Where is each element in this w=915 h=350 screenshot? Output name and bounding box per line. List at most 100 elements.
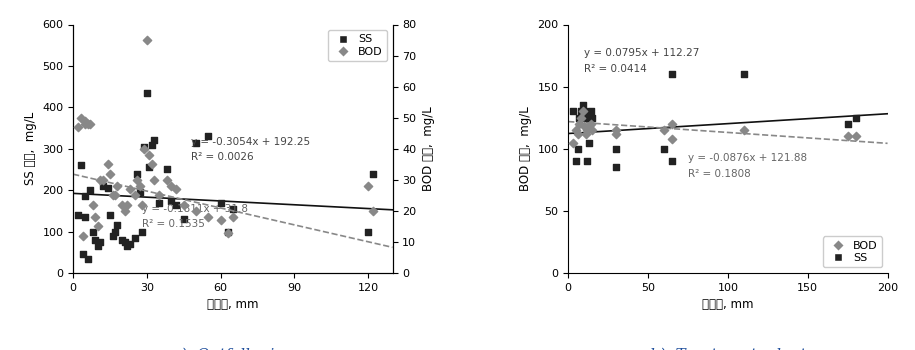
- Point: [102, 171, 117, 176]
- Point: [580, 158, 595, 164]
- Point: [570, 146, 585, 152]
- Point: [91, 243, 105, 249]
- Point: [664, 158, 679, 164]
- Point: [664, 136, 679, 142]
- Point: [569, 127, 584, 133]
- Point: [120, 202, 135, 208]
- Point: [152, 200, 167, 205]
- Point: [152, 193, 167, 198]
- X-axis label: 강우량, mm: 강우량, mm: [702, 298, 754, 311]
- Point: [140, 37, 155, 43]
- Point: [137, 144, 152, 149]
- Point: [137, 146, 152, 152]
- Point: [81, 121, 95, 127]
- Point: [580, 127, 595, 133]
- Point: [78, 214, 92, 220]
- Point: [608, 146, 623, 152]
- Text: y = -0.3054x + 192.25: y = -0.3054x + 192.25: [191, 136, 310, 147]
- Point: [110, 223, 124, 228]
- Point: [70, 212, 85, 218]
- Point: [664, 71, 679, 77]
- Point: [572, 121, 587, 127]
- Point: [657, 127, 672, 133]
- Point: [164, 198, 178, 203]
- Point: [135, 202, 149, 208]
- Point: [221, 230, 235, 236]
- Text: R² = 0.1535: R² = 0.1535: [142, 219, 205, 230]
- Point: [115, 237, 130, 243]
- Point: [130, 177, 145, 183]
- Point: [572, 115, 587, 120]
- Point: [177, 216, 191, 222]
- Point: [145, 161, 159, 167]
- Y-axis label: BOD 농도,  mg/L: BOD 농도, mg/L: [422, 106, 435, 191]
- Point: [361, 183, 375, 189]
- Point: [565, 109, 580, 114]
- Point: [120, 243, 135, 249]
- Text: R² = 0.0414: R² = 0.0414: [584, 64, 647, 74]
- Point: [583, 109, 597, 114]
- Point: [105, 193, 120, 198]
- Point: [81, 256, 95, 261]
- Text: a)  Outfall  pipe: a) Outfall pipe: [172, 348, 294, 350]
- Point: [213, 217, 228, 223]
- Point: [140, 90, 155, 96]
- Point: [169, 186, 184, 192]
- Point: [188, 208, 203, 213]
- Point: [576, 103, 590, 108]
- Point: [78, 121, 92, 127]
- Point: [117, 208, 132, 213]
- Point: [95, 183, 110, 189]
- Point: [145, 142, 159, 147]
- Point: [83, 187, 98, 193]
- Point: [132, 183, 146, 189]
- Point: [91, 224, 105, 229]
- Point: [101, 185, 115, 191]
- Point: [570, 131, 585, 136]
- Point: [85, 229, 100, 234]
- Point: [585, 115, 599, 120]
- Point: [159, 167, 174, 172]
- Point: [135, 229, 149, 234]
- Text: R² = 0.1808: R² = 0.1808: [688, 169, 750, 179]
- Point: [576, 124, 591, 129]
- Point: [73, 115, 88, 120]
- Y-axis label: SS 농도,  mg/L: SS 농도, mg/L: [24, 112, 37, 186]
- Point: [147, 177, 162, 183]
- Point: [101, 161, 115, 167]
- Point: [201, 214, 216, 220]
- Point: [123, 186, 137, 192]
- Point: [582, 140, 597, 145]
- Point: [657, 146, 672, 152]
- Point: [213, 200, 228, 205]
- Point: [142, 164, 156, 170]
- Point: [848, 134, 863, 139]
- Legend: SS, BOD: SS, BOD: [328, 30, 387, 61]
- Point: [177, 202, 191, 208]
- Point: [585, 127, 599, 133]
- Point: [569, 158, 584, 164]
- Text: y = -0.1811x + 31.8: y = -0.1811x + 31.8: [142, 204, 248, 214]
- Point: [127, 193, 142, 198]
- Point: [110, 183, 124, 189]
- Point: [366, 171, 381, 176]
- Point: [608, 164, 623, 170]
- Point: [105, 233, 120, 239]
- Point: [76, 252, 91, 257]
- Point: [117, 239, 132, 245]
- Text: R² = 0.0026: R² = 0.0026: [191, 152, 253, 162]
- Point: [737, 71, 751, 77]
- Point: [565, 140, 580, 145]
- Point: [583, 121, 597, 127]
- Point: [226, 214, 241, 220]
- Point: [840, 134, 855, 139]
- Point: [164, 183, 178, 189]
- Point: [608, 127, 623, 133]
- Point: [88, 214, 102, 220]
- Point: [578, 115, 593, 120]
- Point: [127, 235, 142, 240]
- Point: [93, 239, 108, 245]
- Point: [848, 115, 863, 120]
- Point: [78, 118, 92, 124]
- Point: [83, 121, 98, 127]
